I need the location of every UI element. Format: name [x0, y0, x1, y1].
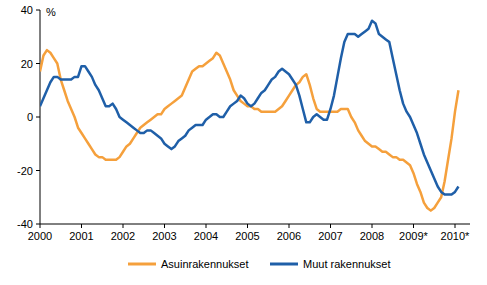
x-tick: [455, 224, 456, 228]
plot-area: [40, 21, 458, 211]
x-tick: [81, 224, 82, 228]
y-tick-label: 0: [27, 111, 33, 123]
legend-swatch: [128, 263, 156, 266]
y-tick-label: 40: [21, 4, 33, 16]
y-tick-label: 20: [21, 58, 33, 70]
x-tick: [413, 224, 414, 228]
series-line: [40, 21, 458, 195]
x-tick: [372, 224, 373, 228]
legend-swatch: [270, 263, 298, 266]
x-tick: [164, 224, 165, 228]
y-tick: [36, 63, 40, 64]
x-tick: [123, 224, 124, 228]
x-tick: [330, 224, 331, 228]
x-tick-label: 2007: [318, 230, 342, 242]
y-tick: [36, 170, 40, 171]
x-tick-label: 2005: [235, 230, 259, 242]
legend-label: Asuinrakennukset: [161, 258, 248, 270]
y-tick-label: -40: [17, 218, 33, 230]
y-tick: [36, 10, 40, 11]
x-tick-label: 2000: [28, 230, 52, 242]
x-tick-label: 2010*: [441, 230, 470, 242]
x-tick-label: 2006: [277, 230, 301, 242]
y-tick-label: -20: [17, 165, 33, 177]
x-tick: [289, 224, 290, 228]
x-axis: [40, 224, 470, 225]
x-tick-label: 2009*: [399, 230, 428, 242]
y-label: %: [46, 6, 56, 18]
x-tick: [40, 224, 41, 228]
legend-label: Muut rakennukset: [303, 258, 390, 270]
legend: Asuinrakennukset Muut rakennukset: [128, 258, 390, 270]
x-tick-label: 2008: [360, 230, 384, 242]
chart: % -40 -20 0 20 40 2000 2001 2002 2003 2004 2005 2006…: [0, 0, 487, 285]
x-tick-label: 2003: [152, 230, 176, 242]
x-tick-label: 2002: [111, 230, 135, 242]
y-tick: [36, 224, 40, 225]
x-tick: [247, 224, 248, 228]
y-tick: [36, 117, 40, 118]
x-tick: [206, 224, 207, 228]
x-tick-label: 2004: [194, 230, 218, 242]
x-tick-label: 2001: [69, 230, 93, 242]
